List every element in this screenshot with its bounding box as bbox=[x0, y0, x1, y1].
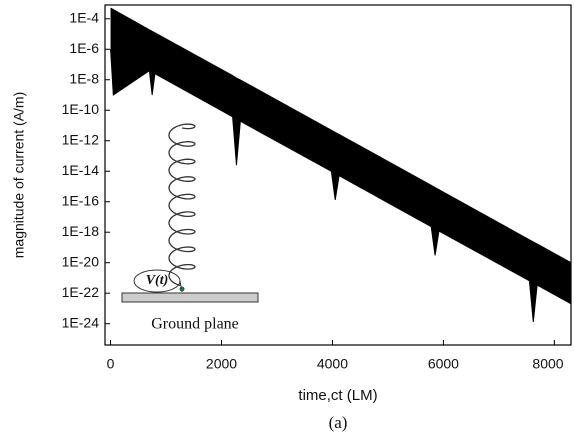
y-tick-label: 1E-24 bbox=[62, 314, 100, 330]
x-axis-label: time,ct (LM) bbox=[298, 387, 377, 404]
ground-plane bbox=[121, 292, 259, 303]
y-tick-label: 1E-6 bbox=[69, 40, 99, 56]
x-tick-label: 4000 bbox=[317, 356, 348, 372]
y-tick-label: 1E-12 bbox=[62, 131, 100, 147]
y-tick-label: 1E-16 bbox=[62, 192, 100, 208]
y-tick-label: 1E-22 bbox=[62, 284, 100, 300]
y-axis-label: magnitude of current (A/m) bbox=[11, 92, 27, 259]
plot-frame bbox=[104, 4, 572, 346]
x-tick-label: 6000 bbox=[428, 356, 459, 372]
envelope-line bbox=[110, 49, 572, 323]
x-tick-label: 2000 bbox=[206, 356, 237, 372]
y-tick-label: 1E-10 bbox=[62, 101, 100, 117]
feed-point bbox=[179, 286, 185, 292]
helix bbox=[168, 123, 196, 287]
envelope-line bbox=[110, 7, 572, 264]
y-tick-label: 1E-20 bbox=[62, 253, 100, 269]
x-tick-label: 0 bbox=[107, 356, 115, 372]
ground-label: Ground plane bbox=[151, 316, 239, 333]
y-tick-label: 1E-14 bbox=[62, 162, 100, 178]
y-tick-label: 1E-18 bbox=[62, 223, 100, 239]
antenna-inset: V(t) Ground plane bbox=[121, 123, 259, 333]
caption: (a) bbox=[329, 413, 348, 432]
x-tick-label: 8000 bbox=[532, 356, 563, 372]
y-tick-label: 1E-4 bbox=[69, 9, 99, 25]
signal-band bbox=[110, 8, 572, 322]
source-label: V(t) bbox=[146, 273, 169, 288]
y-tick-label: 1E-8 bbox=[69, 70, 99, 86]
